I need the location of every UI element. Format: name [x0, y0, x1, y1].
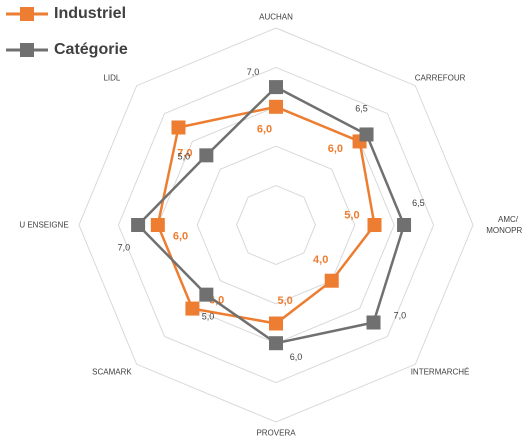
- series-line: [156, 105, 376, 325]
- marker: [269, 316, 283, 331]
- grid-ring: [196, 145, 356, 305]
- marker: [269, 99, 283, 114]
- category-label: SCAMARK: [92, 367, 132, 377]
- category-label: INTERMARCHÉ: [410, 367, 470, 377]
- grid-ring: [117, 66, 435, 384]
- data-label: 6,5: [412, 198, 425, 208]
- marker: [269, 80, 283, 95]
- data-label: 7,0: [247, 67, 260, 77]
- grid-ring: [78, 27, 474, 423]
- category-label: AMC/ MONOPRIX: [486, 215, 522, 235]
- category-label: AUCHAN: [259, 12, 293, 22]
- data-label: 7,0: [118, 242, 131, 252]
- marker: [269, 336, 283, 351]
- grid-ring: [236, 185, 316, 265]
- legend-label: Industriel: [54, 5, 126, 22]
- marker: [359, 127, 374, 142]
- data-label: 5,0: [178, 151, 191, 161]
- marker: [397, 218, 412, 232]
- legend-marker: [20, 7, 34, 21]
- category-label: CARREFOUR: [414, 73, 466, 83]
- data-label: 6,5: [355, 103, 368, 113]
- data-label: 4,0: [313, 254, 328, 266]
- data-label: 6,0: [290, 352, 303, 362]
- category-label: LIDL: [103, 73, 121, 83]
- marker: [199, 287, 214, 302]
- data-label: 5,0: [278, 295, 293, 307]
- data-label: 6,0: [328, 143, 343, 155]
- category-label: PROVERA: [256, 428, 296, 438]
- legend-label: Catégorie: [54, 41, 128, 58]
- marker: [150, 218, 165, 232]
- category-label: U ENSEIGNE: [19, 220, 69, 230]
- data-label: 6,0: [173, 230, 188, 242]
- marker: [367, 218, 382, 232]
- data-label: 7,0: [177, 147, 192, 159]
- data-label: 7,0: [394, 311, 407, 321]
- marker: [324, 273, 339, 288]
- data-label: 5,0: [344, 210, 359, 222]
- marker: [131, 218, 146, 232]
- legend-marker: [20, 43, 34, 57]
- marker: [171, 120, 186, 135]
- marker: [199, 148, 214, 163]
- marker: [185, 301, 200, 316]
- data-label: 6,0: [257, 123, 272, 135]
- marker: [366, 315, 381, 330]
- data-label: 5,0: [202, 312, 215, 322]
